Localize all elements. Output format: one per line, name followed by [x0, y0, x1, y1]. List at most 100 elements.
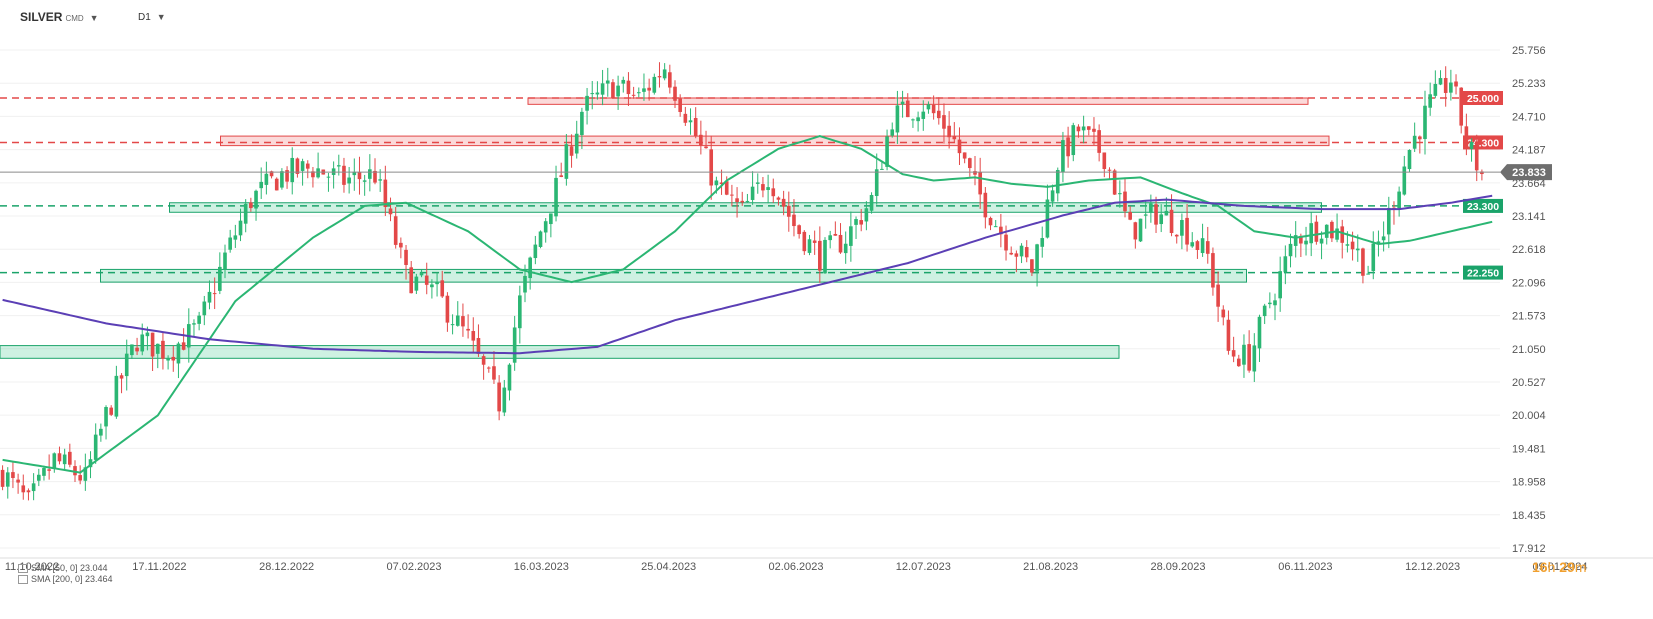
resistance-zone: [527, 97, 1309, 105]
candle-body: [218, 266, 222, 291]
candle-body: [1454, 81, 1458, 87]
candle-body: [911, 119, 915, 121]
candle-body: [476, 338, 481, 354]
candle-body: [1164, 210, 1169, 216]
candle-body: [88, 459, 93, 468]
candle-body: [1133, 222, 1138, 240]
candle-body: [1345, 244, 1350, 246]
candle-body: [130, 344, 134, 356]
candle-body: [823, 239, 827, 274]
candle-body: [336, 165, 341, 167]
candle-body: [373, 170, 377, 183]
candle-body: [119, 375, 124, 379]
candle-body: [704, 146, 708, 149]
y-tick-label: 24.187: [1512, 145, 1546, 157]
candle-body: [921, 111, 926, 119]
candle-body: [1019, 245, 1024, 257]
candle-body: [869, 194, 874, 211]
candle-body: [611, 82, 615, 99]
y-tick-label: 22.618: [1512, 244, 1546, 256]
candle-body: [740, 200, 745, 203]
candle-body: [1324, 224, 1329, 238]
candle-body: [1418, 136, 1422, 140]
candle-body: [0, 469, 5, 487]
candle-body: [285, 170, 289, 182]
sma50-line: [2, 135, 1493, 474]
legend-sma50[interactable]: SMA [50, 0] 23.044: [18, 563, 113, 574]
candle-body: [776, 197, 781, 200]
candle-body: [916, 117, 920, 122]
candle-body: [957, 139, 962, 154]
x-tick-label: 25.04.2023: [641, 561, 696, 573]
indicator-icon: [18, 564, 28, 574]
candle-body: [455, 315, 460, 326]
x-tick-label: 16.03.2023: [514, 561, 569, 573]
candle-body: [1174, 234, 1179, 237]
candle-body: [295, 158, 300, 174]
candle-body: [988, 217, 993, 226]
y-tick-label: 21.050: [1512, 344, 1546, 356]
candle-body: [259, 181, 264, 189]
candle-body: [1143, 214, 1148, 216]
candle-body: [1257, 316, 1262, 349]
candle-body: [492, 366, 496, 380]
candle-body: [952, 136, 957, 140]
legend-sma50-label: SMA [50, 0] 23.044: [31, 563, 108, 573]
candle-body: [942, 115, 946, 129]
candle-body: [724, 181, 729, 195]
candle-body: [300, 161, 305, 171]
candle-body: [124, 353, 129, 377]
level-label: 22.250: [1467, 268, 1499, 280]
candle-body: [114, 375, 119, 417]
candle-body: [1330, 221, 1334, 239]
y-tick-label: 22.096: [1512, 277, 1546, 289]
level-tag: [1463, 265, 1503, 280]
candle-body: [714, 180, 719, 186]
resistance-zone: [220, 135, 1330, 147]
candle-body: [1252, 345, 1257, 372]
level-label: 25.000: [1467, 93, 1499, 105]
symbol-selector[interactable]: SILVER CMD ▼: [20, 10, 99, 24]
candle-body: [1009, 252, 1014, 255]
candle-body: [31, 483, 36, 492]
sma200-line: [2, 194, 1493, 355]
candle-body: [864, 208, 869, 222]
candle-body: [1149, 203, 1153, 213]
candle-body: [1423, 105, 1427, 139]
candle-body: [843, 243, 848, 254]
candle-body: [1309, 223, 1314, 244]
candle-body: [699, 134, 703, 146]
candle-body: [197, 315, 201, 324]
candle-body: [621, 79, 626, 84]
candle-body: [1112, 170, 1117, 195]
y-tick-label: 25.756: [1512, 45, 1546, 57]
candle-body: [1366, 273, 1370, 275]
candle-body: [1474, 141, 1479, 171]
timeframe-selector[interactable]: D1 ▼: [138, 12, 166, 23]
candle-body: [538, 231, 543, 247]
y-tick-label: 23.141: [1512, 211, 1546, 223]
chevron-down-icon: ▼: [156, 12, 166, 22]
candle-body: [83, 467, 88, 481]
candle-body: [445, 295, 450, 323]
candle-body: [1350, 241, 1355, 250]
x-tick-label: 02.06.2023: [768, 561, 823, 573]
legend-sma200[interactable]: SMA [200, 0] 23.464: [18, 574, 113, 585]
candle-body: [5, 472, 10, 487]
candle-body: [1066, 137, 1070, 157]
candle-body: [709, 149, 714, 186]
candle-body: [636, 92, 641, 94]
candle-body: [849, 226, 853, 246]
candle-body: [1355, 248, 1360, 251]
candle-body: [543, 221, 548, 233]
candle-body: [807, 239, 812, 253]
candle-body: [1092, 128, 1096, 132]
candle-body: [688, 120, 693, 123]
candle-body: [1236, 358, 1241, 367]
level-tag: [1463, 198, 1503, 213]
candle-body: [1407, 149, 1412, 170]
candle-body: [580, 111, 584, 136]
x-tick-label: 09.01.2024: [1532, 561, 1587, 573]
